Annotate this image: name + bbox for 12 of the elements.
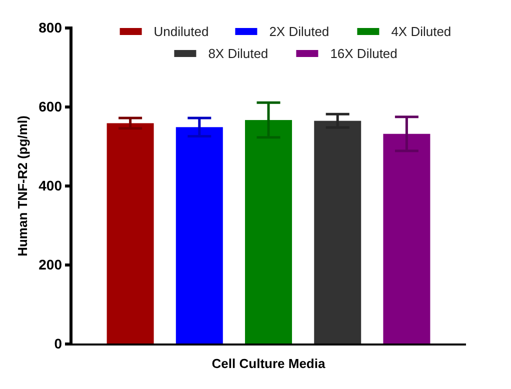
legend-label: 2X Diluted [269, 24, 330, 39]
legend-label: 4X Diluted [391, 24, 452, 39]
y-tick-label: 200 [38, 256, 62, 272]
y-axis-title: Human TNF-R2 (pg/ml) [15, 116, 30, 256]
y-tick-label: 800 [38, 19, 62, 36]
y-tick-label: 600 [38, 98, 62, 114]
y-tick-label: 400 [38, 177, 62, 194]
legend-label: 16X Diluted [330, 46, 398, 61]
legend-label: 8X Diluted [208, 46, 268, 61]
y-tick-label: 0 [54, 335, 62, 352]
x-tick-label: Cell Culture Media [212, 356, 326, 372]
legend-label: Undiluted [154, 24, 209, 39]
